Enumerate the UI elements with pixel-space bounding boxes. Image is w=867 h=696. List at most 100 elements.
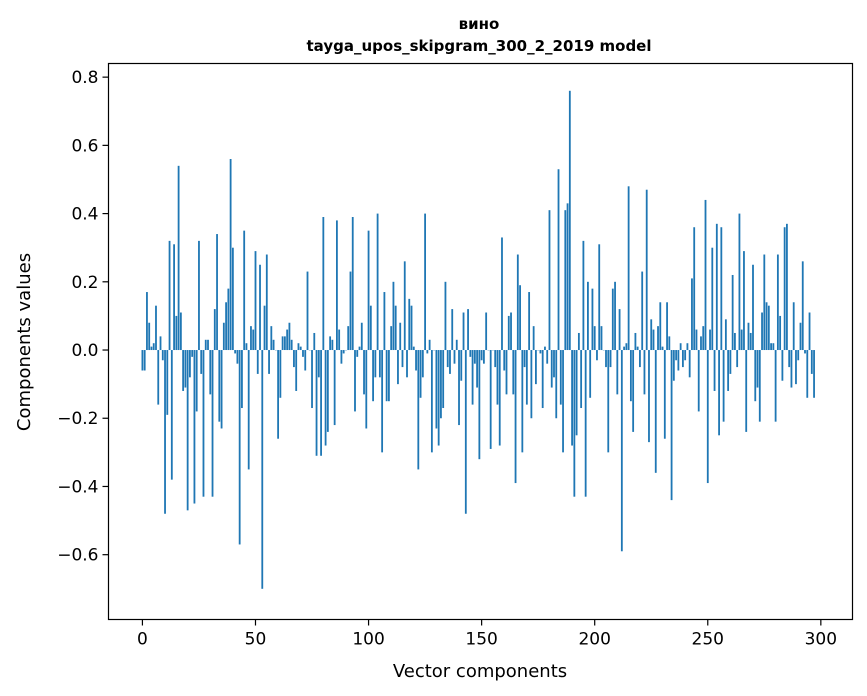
bar bbox=[238, 350, 241, 545]
bar bbox=[609, 350, 612, 368]
bar bbox=[143, 350, 146, 371]
bar bbox=[297, 343, 300, 351]
bar bbox=[195, 350, 198, 412]
bar bbox=[749, 332, 752, 351]
bar bbox=[704, 199, 707, 351]
bar bbox=[713, 350, 716, 391]
bar bbox=[302, 350, 304, 357]
x-tick-label: 50 bbox=[245, 630, 267, 650]
bar bbox=[222, 322, 225, 351]
bar bbox=[783, 227, 786, 351]
bar bbox=[259, 264, 261, 351]
y-tick-label: −0.6 bbox=[57, 546, 98, 566]
bar bbox=[596, 350, 598, 361]
bar bbox=[437, 350, 440, 446]
bar bbox=[501, 237, 503, 351]
bar bbox=[564, 210, 567, 351]
bar bbox=[743, 251, 745, 351]
bar bbox=[317, 350, 320, 378]
bar bbox=[593, 326, 596, 351]
bar bbox=[754, 350, 757, 402]
bar bbox=[168, 240, 171, 351]
y-tick-label: 0.0 bbox=[71, 341, 98, 361]
bar bbox=[797, 350, 800, 361]
bar bbox=[580, 350, 583, 409]
bar bbox=[582, 240, 585, 351]
bar bbox=[598, 244, 601, 351]
chart-title: вино bbox=[459, 15, 500, 33]
bar bbox=[304, 350, 307, 371]
bar bbox=[600, 326, 603, 351]
bar bbox=[164, 350, 166, 514]
bar bbox=[424, 213, 426, 351]
bar bbox=[525, 350, 528, 405]
y-tick-label: −0.2 bbox=[57, 409, 98, 429]
bar bbox=[686, 343, 689, 351]
bar bbox=[227, 288, 230, 351]
bar bbox=[283, 336, 286, 351]
bar bbox=[175, 315, 178, 351]
bar bbox=[263, 305, 266, 351]
bar bbox=[430, 350, 433, 453]
bar bbox=[645, 189, 648, 351]
bar bbox=[709, 329, 711, 351]
bar bbox=[311, 350, 313, 409]
bar bbox=[516, 254, 519, 351]
bar bbox=[277, 350, 280, 439]
bar bbox=[752, 264, 754, 351]
bar bbox=[476, 350, 479, 388]
bar bbox=[546, 350, 549, 364]
bar bbox=[216, 234, 218, 351]
bar bbox=[367, 230, 370, 351]
chart-subtitle: tayga_upos_skipgram_300_2_2019 model bbox=[307, 37, 652, 55]
bar bbox=[806, 350, 809, 398]
bar bbox=[618, 309, 621, 351]
bar bbox=[211, 350, 214, 497]
bar bbox=[519, 285, 521, 351]
bar bbox=[720, 227, 723, 351]
bar bbox=[155, 305, 157, 351]
bar bbox=[738, 213, 741, 351]
bar bbox=[566, 203, 569, 351]
bar bbox=[691, 278, 693, 351]
bar bbox=[813, 350, 815, 398]
bar bbox=[763, 254, 766, 351]
bar bbox=[299, 346, 302, 351]
bar bbox=[629, 350, 632, 402]
bar bbox=[568, 90, 571, 351]
bar bbox=[378, 350, 381, 378]
bar bbox=[270, 326, 273, 351]
bar bbox=[340, 350, 343, 364]
bar bbox=[408, 298, 411, 351]
bar bbox=[562, 350, 564, 453]
bar bbox=[790, 350, 793, 388]
bar bbox=[329, 336, 332, 351]
bar bbox=[482, 350, 485, 364]
bar bbox=[198, 240, 200, 351]
bar bbox=[173, 244, 175, 351]
bar bbox=[462, 312, 465, 351]
bar bbox=[428, 339, 431, 351]
y-tick-label: 0.2 bbox=[71, 273, 98, 293]
bar bbox=[209, 350, 212, 395]
bar bbox=[333, 350, 336, 426]
bar bbox=[734, 332, 736, 351]
bar bbox=[159, 336, 162, 351]
bar bbox=[365, 350, 368, 429]
bar bbox=[616, 350, 619, 395]
bar bbox=[724, 319, 727, 351]
bar bbox=[625, 343, 628, 351]
y-tick-label: 0.4 bbox=[71, 205, 98, 225]
bar bbox=[204, 339, 207, 351]
bar bbox=[648, 350, 650, 443]
bar bbox=[444, 281, 447, 351]
bar bbox=[313, 332, 316, 351]
bar bbox=[412, 346, 415, 351]
bar bbox=[186, 350, 189, 511]
bar bbox=[415, 350, 417, 371]
bar bbox=[369, 305, 372, 351]
bar bbox=[627, 186, 630, 351]
bar bbox=[795, 350, 797, 385]
bar bbox=[419, 350, 422, 398]
bar bbox=[383, 292, 386, 351]
